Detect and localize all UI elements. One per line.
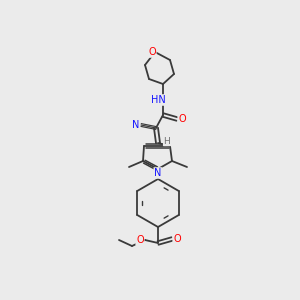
Text: O: O: [148, 47, 156, 57]
Text: HN: HN: [151, 95, 165, 105]
Text: O: O: [173, 234, 181, 244]
Text: H: H: [164, 136, 170, 146]
Text: O: O: [178, 114, 186, 124]
Text: N: N: [132, 120, 140, 130]
Text: N: N: [154, 168, 162, 178]
Text: O: O: [136, 235, 144, 245]
